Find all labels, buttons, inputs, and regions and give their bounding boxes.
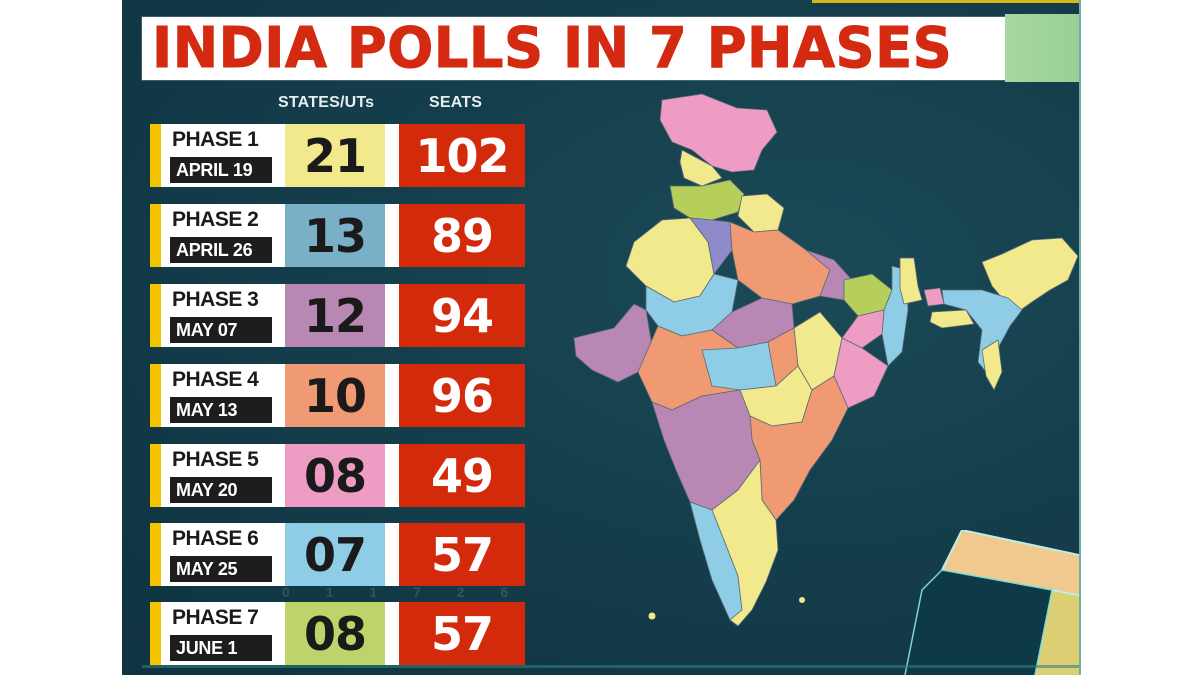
phase-accent-bar	[150, 204, 161, 267]
cell-divider	[385, 284, 399, 347]
phase-name: PHASE 7	[172, 606, 259, 629]
seats-count: 57	[399, 523, 525, 586]
cell-divider	[385, 523, 399, 586]
map-region-north	[659, 93, 778, 173]
states-count: 13	[285, 204, 385, 267]
phase-name: PHASE 5	[172, 448, 259, 471]
phase-accent-bar	[150, 284, 161, 347]
column-header-states: STATES/UTs	[278, 94, 375, 111]
cell-divider	[385, 124, 399, 187]
phase-accent-bar	[150, 444, 161, 507]
phase-date: APRIL 19	[170, 157, 272, 183]
seats-count: 89	[399, 204, 525, 267]
phase-accent-bar	[150, 364, 161, 427]
phase-date: MAY 20	[170, 477, 272, 503]
states-count: 10	[285, 364, 385, 427]
india-map	[573, 93, 1079, 627]
cell-divider	[385, 602, 399, 665]
top-accent-strip	[812, 0, 1079, 3]
states-count: 08	[285, 444, 385, 507]
title-side-accent	[1005, 14, 1079, 82]
phase-date: MAY 07	[170, 317, 272, 343]
phase-label-box: PHASE 5 MAY 20	[161, 444, 285, 507]
phase-date: MAY 25	[170, 556, 272, 582]
seats-count: 49	[399, 444, 525, 507]
column-header-seats: SEATS	[429, 94, 483, 111]
cell-divider	[385, 204, 399, 267]
island-marker	[799, 597, 805, 603]
phase-row: PHASE 2 APRIL 26 13 89	[150, 204, 525, 267]
cell-divider	[385, 364, 399, 427]
states-count: 08	[285, 602, 385, 665]
phase-row: PHASE 7 JUNE 1 08 57	[150, 602, 525, 665]
seats-count: 94	[399, 284, 525, 347]
infographic-frame: INDIA POLLS IN 7 PHASES STATES/UTs SEATS…	[122, 0, 1081, 675]
phase-name: PHASE 6	[172, 527, 259, 550]
phase-label-box: PHASE 2 APRIL 26	[161, 204, 285, 267]
cell-divider	[385, 444, 399, 507]
bottom-divider	[142, 665, 1079, 668]
phase-label-box: PHASE 6 MAY 25	[161, 523, 285, 586]
seats-count: 102	[399, 124, 525, 187]
page-title: INDIA POLLS IN 7 PHASES	[152, 16, 953, 81]
phase-date: MAY 13	[170, 397, 272, 423]
phase-name: PHASE 3	[172, 288, 259, 311]
seats-count: 96	[399, 364, 525, 427]
phase-label-box: PHASE 1 APRIL 19	[161, 124, 285, 187]
decorative-3d-cube	[904, 530, 1079, 675]
phase-row: PHASE 5 MAY 20 08 49	[150, 444, 525, 507]
phase-accent-bar	[150, 523, 161, 586]
phase-date: APRIL 26	[170, 237, 272, 263]
island-marker	[648, 612, 656, 620]
phase-date: JUNE 1	[170, 635, 272, 661]
phase-row: PHASE 4 MAY 13 10 96	[150, 364, 525, 427]
phase-accent-bar	[150, 124, 161, 187]
states-count: 21	[285, 124, 385, 187]
phase-accent-bar	[150, 602, 161, 665]
states-count: 12	[285, 284, 385, 347]
title-banner: INDIA POLLS IN 7 PHASES	[142, 17, 1005, 80]
phase-row: PHASE 6 MAY 25 07 57	[150, 523, 525, 586]
phase-row: PHASE 3 MAY 07 12 94	[150, 284, 525, 347]
phase-label-box: PHASE 7 JUNE 1	[161, 602, 285, 665]
phase-name: PHASE 4	[172, 368, 259, 391]
phase-name: PHASE 2	[172, 208, 259, 231]
background-watermark-digits: 0 1 1 7 2 6	[282, 584, 525, 600]
states-count: 07	[285, 523, 385, 586]
phase-row: PHASE 1 APRIL 19 21 102	[150, 124, 525, 187]
phase-label-box: PHASE 3 MAY 07	[161, 284, 285, 347]
phase-label-box: PHASE 4 MAY 13	[161, 364, 285, 427]
seats-count: 57	[399, 602, 525, 665]
phase-name: PHASE 1	[172, 128, 259, 151]
